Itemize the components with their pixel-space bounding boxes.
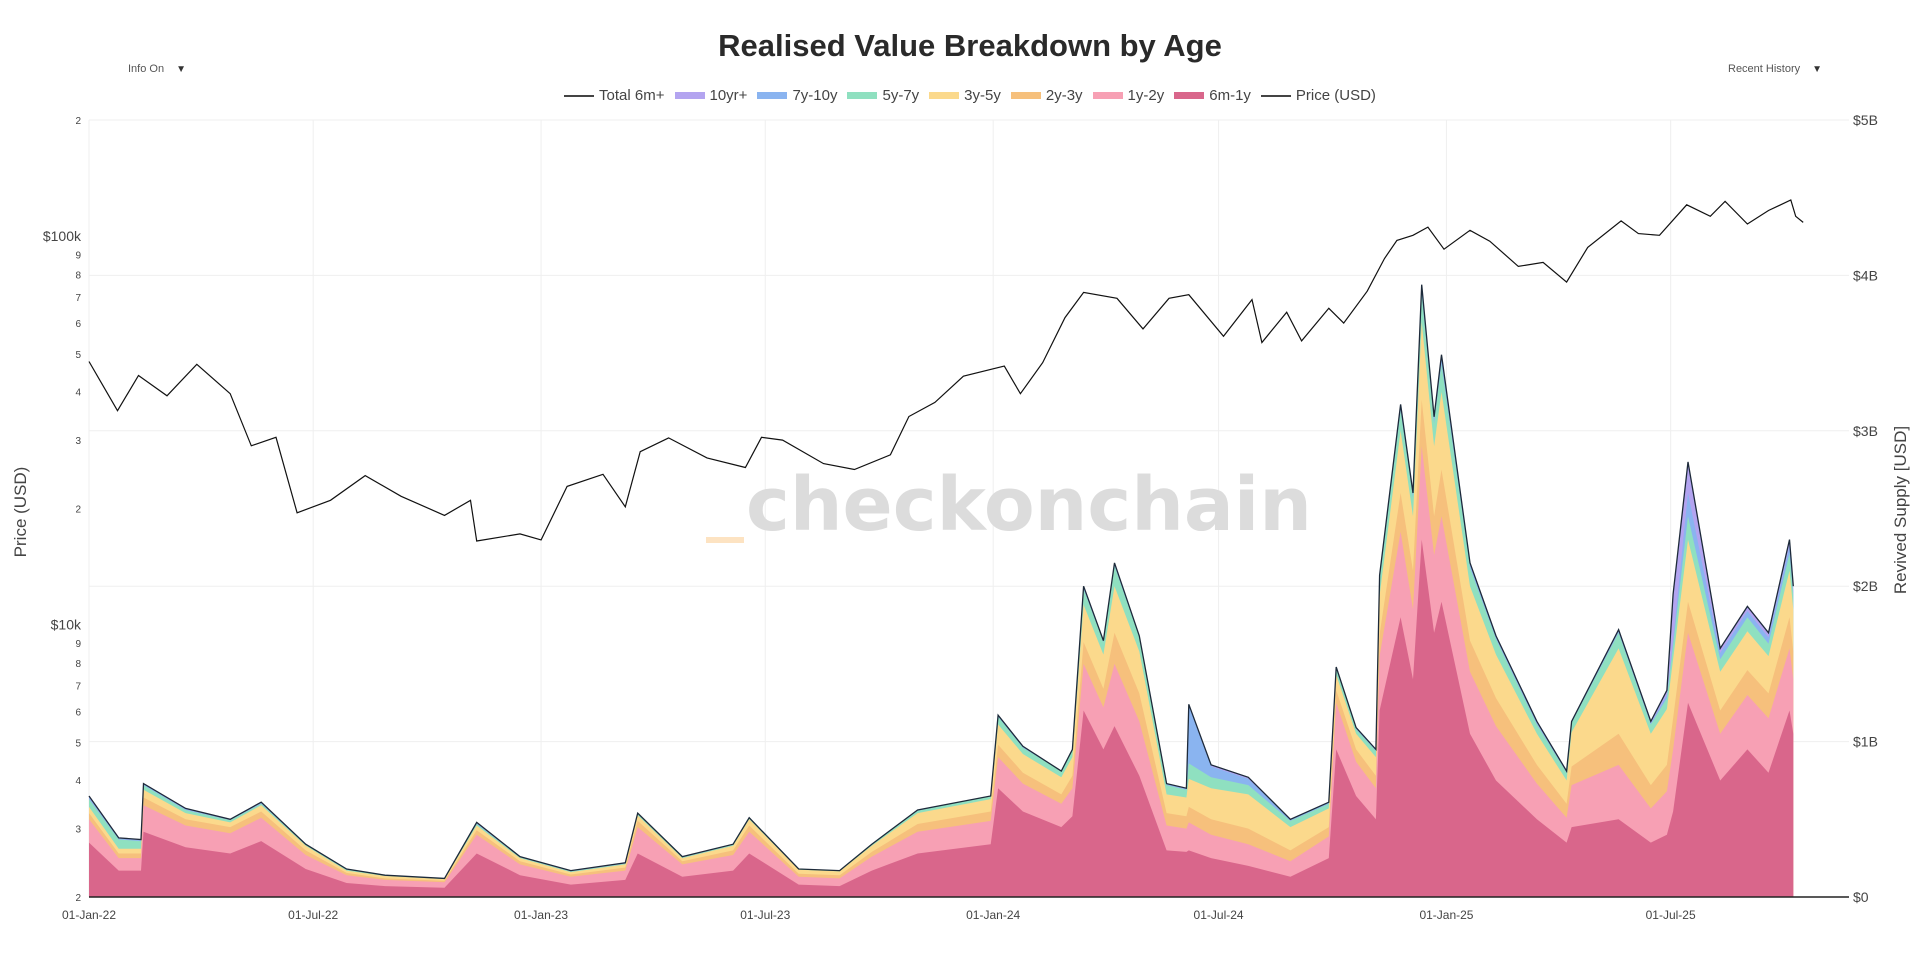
y-left-tick-label: 3	[75, 436, 81, 447]
legend-label: 3y-5y	[964, 87, 1001, 104]
y-right-tick-label: $3B	[1853, 423, 1878, 439]
x-tick-label: 01-Jan-22	[62, 908, 116, 922]
legend-item-5y-7y[interactable]: 5y-7y	[847, 87, 919, 104]
y-left-tick-label: 9	[75, 639, 81, 650]
legend-item-2y-3y[interactable]: 2y-3y	[1010, 87, 1083, 104]
legend-item-total-6m-[interactable]: Total 6m+	[564, 87, 665, 104]
y-right-tick-label: $2B	[1853, 578, 1878, 594]
info-dropdown-label: Info On	[128, 63, 165, 75]
history-dropdown[interactable]: Recent History ▼	[1718, 58, 1833, 80]
area-2y-3y	[89, 399, 1794, 897]
y-left-tick-label: 3	[75, 825, 81, 836]
lines	[88, 199, 1804, 880]
area-6m-1y	[89, 539, 1794, 897]
line-price-usd	[88, 199, 1804, 542]
history-dropdown-label: Recent History	[1728, 63, 1801, 75]
y-left-tick-label: 8	[75, 271, 81, 282]
y-right-tick-label: $0	[1853, 889, 1869, 905]
y-left-tick-label: 8	[75, 659, 81, 670]
legend-label: 5y-7y	[882, 87, 920, 104]
legend-swatch	[564, 94, 595, 97]
watermark: checkonchain	[706, 462, 1312, 548]
legend-swatch	[847, 92, 878, 99]
info-dropdown[interactable]: Info On ▼	[118, 58, 196, 80]
legend-swatch	[757, 92, 788, 99]
legend-item-price-usd-[interactable]: Price (USD)	[1260, 87, 1376, 104]
x-tick-label: 01-Jul-22	[288, 908, 338, 922]
legend-label: 2y-3y	[1045, 87, 1083, 104]
axes: 01-Jan-22 01-Jul-22 01-Jan-23 01-Jul-23 01-J…	[43, 112, 1878, 922]
y-left-tick-label: 9	[75, 251, 81, 262]
y-right-tick-label: $1B	[1853, 734, 1878, 750]
legend-swatch	[674, 92, 705, 99]
legend-label: 1y-2y	[1127, 87, 1165, 104]
x-tick-label: 01-Jul-23	[740, 908, 790, 922]
legend: Total 6m+ 10yr+ 7y-10y 5y-7y 3y-5y 2y-3y 1y-2y…	[0, 87, 1920, 104]
y-left-tick-label: $100k	[43, 228, 82, 244]
x-tick-label: 01-Jul-24	[1194, 908, 1244, 922]
legend-label: Price (USD)	[1295, 87, 1376, 104]
y-left-tick-label: 2	[75, 505, 81, 516]
area-3y-5y	[89, 322, 1794, 897]
x-tick-label: 01-Jan-25	[1419, 908, 1473, 922]
x-tick-label: 01-Jul-25	[1646, 908, 1696, 922]
y-left-tick-label: 6	[75, 319, 81, 330]
legend-swatch	[1092, 92, 1123, 99]
y-left-tick-label: 4	[75, 388, 81, 399]
legend-item-10yr-[interactable]: 10yr+	[674, 87, 748, 104]
legend-item-1y-2y[interactable]: 1y-2y	[1092, 87, 1165, 104]
grid	[88, 119, 1849, 897]
y-left-tick-label: $10k	[51, 616, 82, 632]
area-5y-7y	[89, 294, 1794, 897]
legend-swatch	[1174, 92, 1205, 99]
y-right-tick-label: $4B	[1853, 267, 1878, 283]
chart-title: Realised Value Breakdown by Age	[718, 28, 1222, 63]
y-left-axis-title: Price (USD)	[11, 467, 30, 558]
x-tick-label: 01-Jan-24	[966, 908, 1020, 922]
legend-item-7y-10y[interactable]: 7y-10y	[757, 87, 837, 104]
y-right-tick-label: $5B	[1853, 112, 1878, 128]
legend-label: 7y-10y	[792, 87, 838, 104]
line-total-6m-plus	[88, 284, 1794, 880]
legend-label: 10yr+	[709, 87, 748, 104]
y-left-tick-label: 2	[75, 893, 81, 904]
y-left-tick-label: 4	[75, 776, 81, 787]
y-left-tick-label: 7	[75, 682, 81, 693]
triangle-down-icon: ▼	[176, 63, 186, 75]
y-left-tick-label: 5	[75, 738, 81, 749]
y-left-tick-label: 7	[75, 293, 81, 304]
legend-swatch	[929, 92, 960, 99]
legend-item-3y-5y[interactable]: 3y-5y	[929, 87, 1001, 104]
watermark-underscore	[706, 537, 744, 543]
triangle-down-icon: ▼	[1812, 63, 1823, 75]
y-left-tick-label: 5	[75, 350, 81, 361]
legend-swatch	[1010, 92, 1041, 99]
y-right-axis-title: Revived Supply [USD]	[1891, 426, 1910, 594]
y-left-tick-label: 2	[75, 116, 81, 127]
legend-label: 6m-1y	[1209, 87, 1251, 104]
y-left-tick-label: 6	[75, 708, 81, 719]
x-tick-label: 01-Jan-23	[514, 908, 568, 922]
watermark-text: checkonchain	[746, 462, 1312, 548]
area-1y-2y	[89, 446, 1794, 897]
legend-label: Total 6m+	[599, 87, 665, 104]
stacked-areas	[89, 284, 1794, 897]
legend-swatch	[1260, 94, 1291, 97]
legend-item-6m-1y[interactable]: 6m-1y	[1174, 87, 1251, 104]
